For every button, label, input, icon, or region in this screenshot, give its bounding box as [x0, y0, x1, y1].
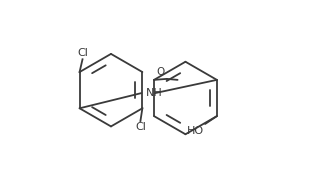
- Text: O: O: [156, 67, 164, 77]
- Text: Cl: Cl: [77, 48, 88, 58]
- Text: HO: HO: [187, 126, 204, 136]
- Text: Cl: Cl: [135, 122, 146, 132]
- Text: NH: NH: [146, 88, 163, 98]
